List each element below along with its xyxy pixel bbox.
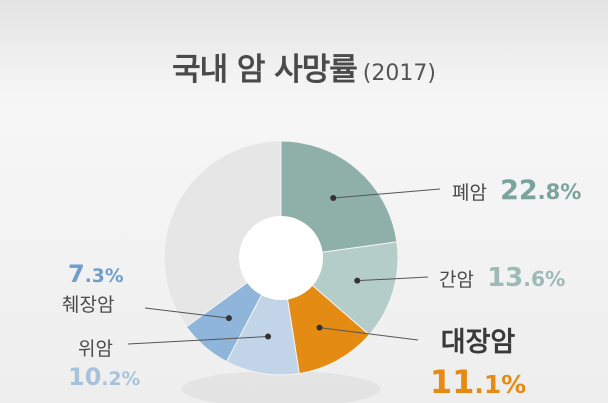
label-colorectal-name: 대장암 <box>440 327 516 358</box>
label-lung-value: 22.8% <box>500 175 582 206</box>
label-liver: 간암 13.6% <box>439 263 565 293</box>
donut-hole <box>239 216 323 300</box>
label-lung: 폐암 22.8% <box>452 175 581 206</box>
label-stomach-value: 10.2% <box>68 363 141 391</box>
label-liver-name: 간암 <box>439 269 474 291</box>
page-title: 국내 암 사망률 (2017) <box>0 44 608 89</box>
label-pancreatic-name: 췌장암 <box>62 294 115 316</box>
leader-dot-간암 <box>354 277 361 284</box>
label-colorectal: 대장암 11.1% <box>428 320 528 401</box>
label-stomach: 위암 10.2% <box>68 334 140 391</box>
leader-dot-폐암 <box>330 194 337 201</box>
donut-shadow <box>181 371 381 403</box>
leader-line-위암 <box>127 336 269 345</box>
label-lung-name: 폐암 <box>452 182 487 204</box>
title-band <box>0 0 608 118</box>
label-liver-value: 13.6% <box>487 263 566 293</box>
label-pancreatic: 7.3% 췌장암 <box>62 260 124 317</box>
label-pancreatic-value: 7.3% <box>68 260 124 288</box>
label-stomach-name: 위암 <box>78 338 113 360</box>
leader-line-췌장암 <box>144 307 230 319</box>
label-colorectal-value: 11.1% <box>429 363 527 401</box>
leader-dot-대장암 <box>316 324 323 331</box>
leader-line-폐암 <box>333 188 441 199</box>
title-text: 국내 암 사망률 <box>172 52 358 88</box>
title-year: (2017) <box>362 61 436 86</box>
leader-line-대장암 <box>319 327 419 341</box>
leader-dot-췌장암 <box>225 315 232 322</box>
slice-other <box>163 140 282 328</box>
leader-dot-위암 <box>265 333 272 340</box>
leader-line-간암 <box>357 276 429 282</box>
